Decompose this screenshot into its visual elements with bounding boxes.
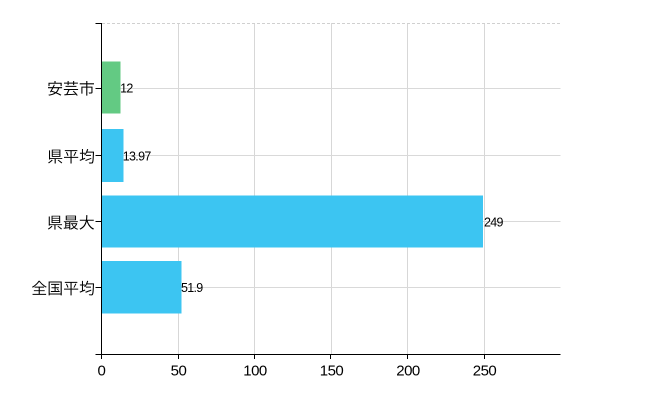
svg-text:13.97: 13.97 [123, 149, 152, 163]
svg-text:200: 200 [396, 363, 420, 380]
svg-text:12: 12 [120, 82, 133, 96]
svg-text:249: 249 [484, 216, 504, 230]
svg-text:250: 250 [473, 363, 497, 380]
svg-text:50: 50 [171, 363, 187, 380]
svg-text:150: 150 [320, 363, 344, 380]
svg-text:0: 0 [97, 363, 105, 380]
svg-text:100: 100 [243, 363, 267, 380]
svg-text:51.9: 51.9 [181, 281, 203, 295]
